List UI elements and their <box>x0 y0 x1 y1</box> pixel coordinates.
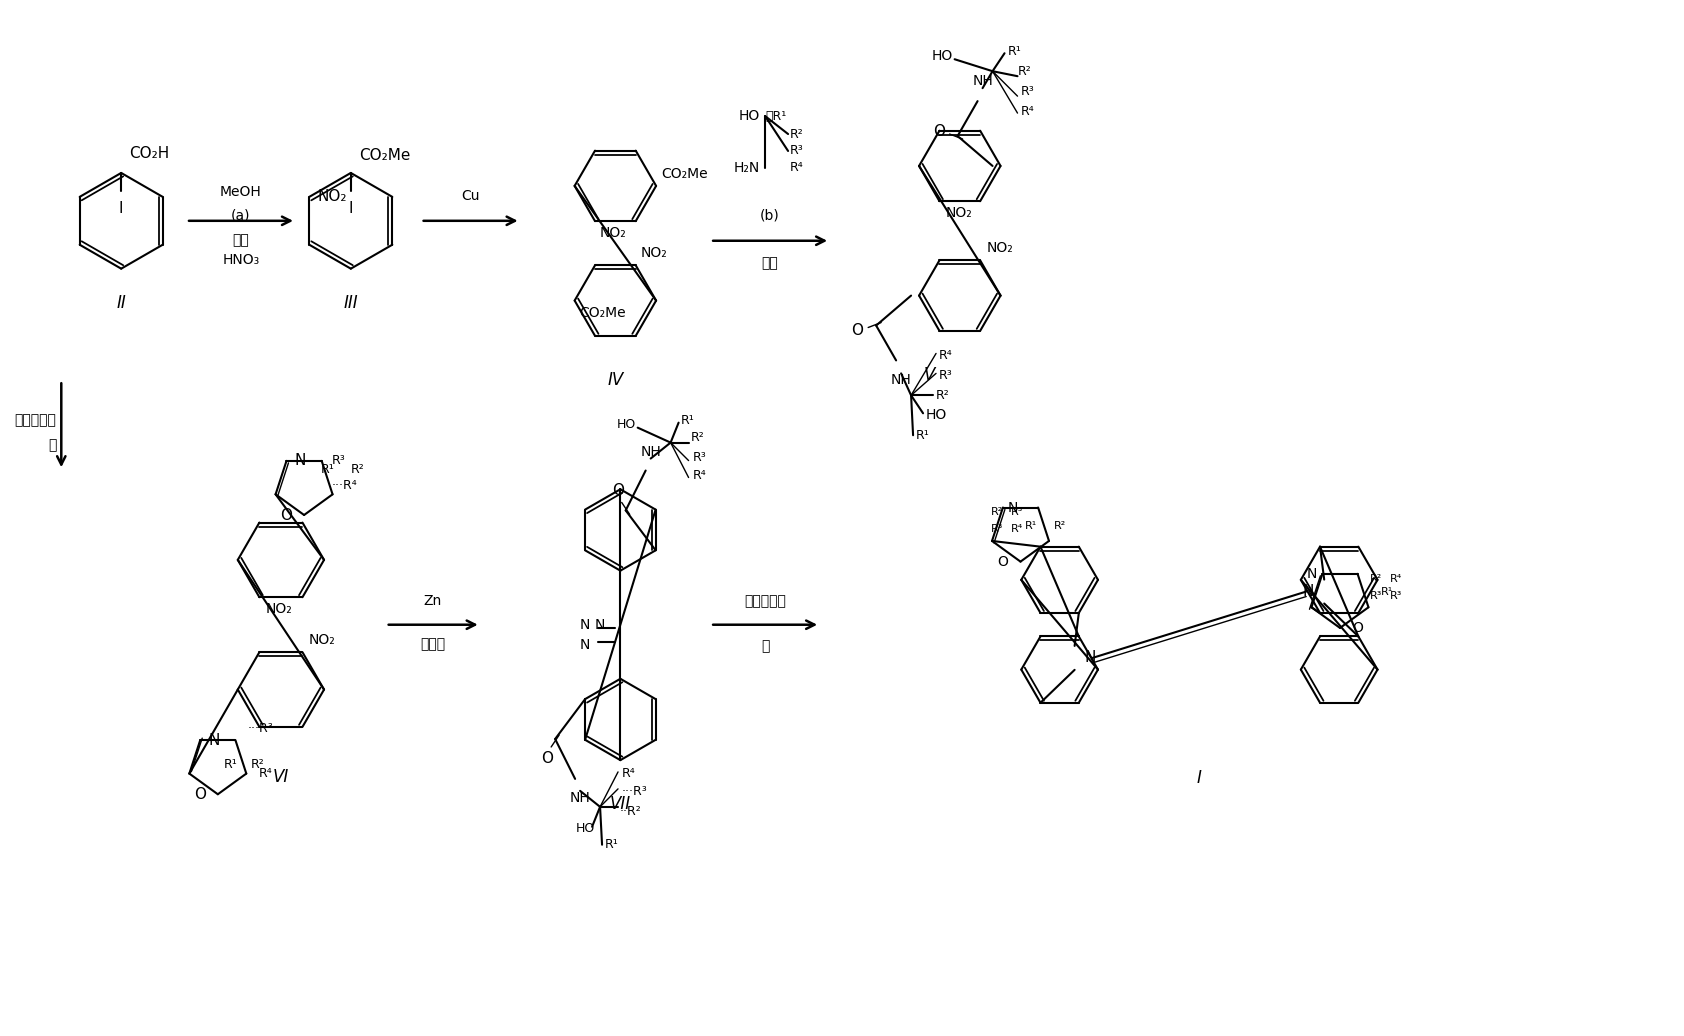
Text: NH: NH <box>972 75 994 88</box>
Text: R⁴: R⁴ <box>1389 574 1401 584</box>
Text: 羟基活化剂: 羟基活化剂 <box>744 594 786 608</box>
Text: HO: HO <box>739 109 759 123</box>
Text: R²: R² <box>690 431 704 444</box>
Text: R⁴: R⁴ <box>940 349 953 362</box>
Text: Zn: Zn <box>424 594 441 608</box>
Text: R³: R³ <box>1010 508 1024 518</box>
Text: II: II <box>116 293 126 312</box>
Text: R²: R² <box>790 127 803 141</box>
Text: III: III <box>344 293 359 312</box>
Text: N: N <box>1084 651 1096 665</box>
Text: N: N <box>1307 567 1317 581</box>
Text: VII: VII <box>610 795 632 813</box>
Text: NH: NH <box>640 444 662 459</box>
Text: R³: R³ <box>790 144 803 157</box>
Text: N: N <box>209 732 219 748</box>
Text: CO₂Me: CO₂Me <box>359 148 411 163</box>
Text: R¹: R¹ <box>605 838 618 852</box>
Text: N: N <box>1009 500 1019 515</box>
Text: I: I <box>120 201 123 215</box>
Text: R²: R² <box>1017 64 1031 78</box>
Text: O: O <box>997 554 1009 569</box>
Text: R³: R³ <box>940 369 953 382</box>
Text: R¹: R¹ <box>680 414 694 427</box>
Text: O: O <box>194 786 205 802</box>
Text: O: O <box>541 751 552 766</box>
Text: R¹: R¹ <box>1026 521 1037 531</box>
Text: R⁴: R⁴ <box>1010 524 1024 535</box>
Text: 无机碱: 无机碱 <box>419 638 445 652</box>
Text: IV: IV <box>608 371 623 390</box>
Text: 碱: 碱 <box>761 639 770 654</box>
Text: R¹: R¹ <box>1381 587 1393 598</box>
Text: HO: HO <box>576 823 594 835</box>
Text: 发烟: 发烟 <box>232 233 249 247</box>
Text: O: O <box>611 484 623 498</box>
Text: R⁴: R⁴ <box>621 768 637 780</box>
Text: R⁴: R⁴ <box>1021 105 1034 118</box>
Text: R²: R² <box>990 508 1004 518</box>
Text: NH: NH <box>569 790 591 805</box>
Text: NO₂: NO₂ <box>640 247 667 260</box>
Text: VI: VI <box>273 768 290 785</box>
Text: N: N <box>295 454 306 468</box>
Text: O: O <box>280 508 291 522</box>
Text: N: N <box>579 638 591 652</box>
Text: N: N <box>594 617 605 632</box>
Text: R³: R³ <box>1389 591 1401 601</box>
Text: R⁴: R⁴ <box>692 469 706 482</box>
Text: HO: HO <box>616 419 635 431</box>
Text: (b): (b) <box>759 209 780 223</box>
Text: Cu: Cu <box>461 189 480 203</box>
Text: CO₂Me: CO₂Me <box>579 306 626 319</box>
Text: R²: R² <box>1054 521 1066 531</box>
Text: R³: R³ <box>990 524 1004 535</box>
Text: R²: R² <box>350 463 364 477</box>
Text: NO₂: NO₂ <box>308 633 335 648</box>
Text: R³: R³ <box>332 455 345 467</box>
Text: ···R⁴: ···R⁴ <box>332 479 357 492</box>
Text: R¹: R¹ <box>224 758 237 771</box>
Text: MeOH: MeOH <box>221 184 263 199</box>
Text: R³: R³ <box>692 451 706 464</box>
Text: R¹: R¹ <box>320 463 335 477</box>
Text: I: I <box>349 201 354 215</box>
Text: CO₂H: CO₂H <box>130 146 170 161</box>
Text: R⁴: R⁴ <box>790 162 803 174</box>
Text: ··R²: ··R² <box>620 805 642 818</box>
Text: NO₂: NO₂ <box>945 206 972 221</box>
Text: R¹: R¹ <box>916 429 930 441</box>
Text: O: O <box>1352 621 1362 635</box>
Text: CO₂Me: CO₂Me <box>662 167 707 181</box>
Text: N: N <box>579 617 591 632</box>
Text: 碱: 碱 <box>47 438 56 452</box>
Text: NO₂: NO₂ <box>600 226 626 240</box>
Text: R⁴: R⁴ <box>258 767 273 780</box>
Text: R²: R² <box>1369 574 1383 584</box>
Text: R¹: R¹ <box>1007 45 1021 58</box>
Text: R²: R² <box>251 758 264 771</box>
Text: R²: R² <box>936 388 950 402</box>
Text: HO: HO <box>931 50 953 63</box>
Text: R³: R³ <box>1021 85 1034 97</box>
Text: 强碱: 强碱 <box>761 256 778 269</box>
Text: ⌒R¹: ⌒R¹ <box>765 110 786 122</box>
Text: V: V <box>925 366 936 384</box>
Text: NO₂: NO₂ <box>987 241 1012 255</box>
Text: ···R³: ···R³ <box>248 722 273 736</box>
Text: ···R³: ···R³ <box>621 785 648 799</box>
Text: NO₂: NO₂ <box>266 602 291 616</box>
Text: NO₂: NO₂ <box>317 190 347 204</box>
Text: HNO₃: HNO₃ <box>222 253 259 266</box>
Text: 羟基活化剂: 羟基活化剂 <box>15 413 56 427</box>
Text: N: N <box>1303 584 1314 599</box>
Text: H₂N: H₂N <box>734 161 759 175</box>
Text: R³: R³ <box>1369 591 1383 601</box>
Text: I: I <box>1197 770 1202 787</box>
Text: (a): (a) <box>231 209 251 223</box>
Text: O: O <box>850 323 864 338</box>
Text: O: O <box>933 123 945 139</box>
Text: HO: HO <box>926 408 948 423</box>
Text: NH: NH <box>891 373 911 387</box>
